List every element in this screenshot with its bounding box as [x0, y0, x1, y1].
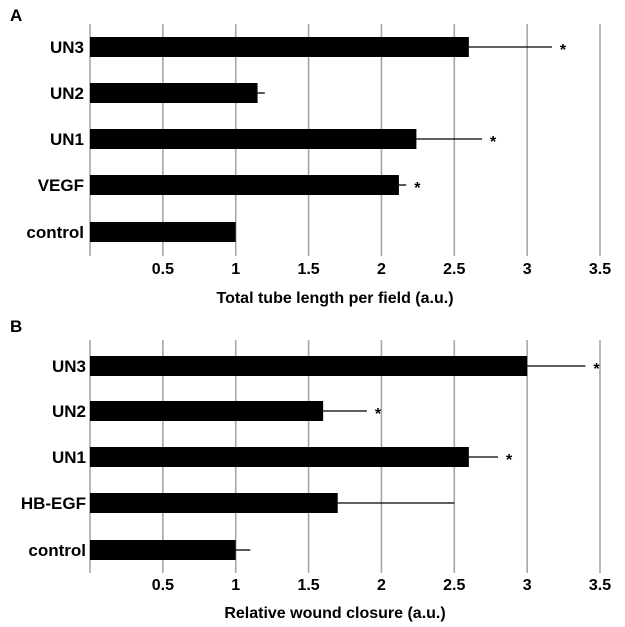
significance-marker: *: [414, 180, 421, 197]
bar-un2: [90, 401, 324, 421]
x-tick-label: 2: [377, 577, 386, 594]
significance-marker: *: [593, 361, 600, 378]
x-tick-label: 1.5: [297, 261, 319, 278]
significance-marker: *: [560, 42, 567, 59]
panel-a: A 0.5 1 1.5 2 2.5 3 3.5 control VEGF * UN1 * UN2 UN3 * T…: [10, 6, 611, 307]
x-tick-label: 2: [377, 261, 386, 278]
bar-un3: [90, 356, 528, 376]
x-tick-label: 1: [231, 261, 240, 278]
category-label: UN1: [52, 448, 86, 467]
x-tick-label: 1: [231, 577, 240, 594]
category-label: VEGF: [38, 176, 84, 195]
bar-un1: [90, 129, 417, 149]
category-label: UN3: [50, 38, 84, 57]
x-tick-label: 0.5: [152, 577, 174, 594]
panel-b: B 0.5 1 1.5 2 2.5 3 3.5 control HB-EGF UN1 * UN2 * UN3…: [10, 317, 611, 622]
category-label: control: [26, 223, 84, 242]
x-tick-label: 2.5: [443, 577, 465, 594]
significance-marker: *: [375, 406, 382, 423]
category-label: control: [28, 541, 86, 560]
x-tick-label: 0.5: [152, 261, 174, 278]
bar-control: [90, 540, 236, 560]
x-tick-label: 2.5: [443, 261, 465, 278]
bar-un2: [90, 83, 258, 103]
category-label: UN2: [50, 84, 84, 103]
category-label: UN1: [50, 130, 84, 149]
x-tick-label: 3.5: [589, 577, 611, 594]
category-label: UN2: [52, 402, 86, 421]
significance-marker: *: [506, 452, 513, 469]
panel-letter: B: [10, 317, 22, 336]
bar-un3: [90, 37, 469, 57]
x-axis-title: Total tube length per field (a.u.): [216, 290, 453, 307]
category-label: HB-EGF: [21, 494, 86, 513]
significance-marker: *: [490, 134, 497, 151]
category-label: UN3: [52, 357, 86, 376]
x-axis-title: Relative wound closure (a.u.): [224, 605, 445, 622]
bar-un1: [90, 447, 469, 467]
bar-hb-egf: [90, 493, 338, 513]
x-tick-label: 3: [523, 577, 532, 594]
x-tick-label: 1.5: [297, 577, 319, 594]
x-tick-label: 3.5: [589, 261, 611, 278]
panel-letter: A: [10, 6, 22, 25]
bar-vegf: [90, 175, 399, 195]
bar-control: [90, 222, 236, 242]
x-tick-label: 3: [523, 261, 532, 278]
